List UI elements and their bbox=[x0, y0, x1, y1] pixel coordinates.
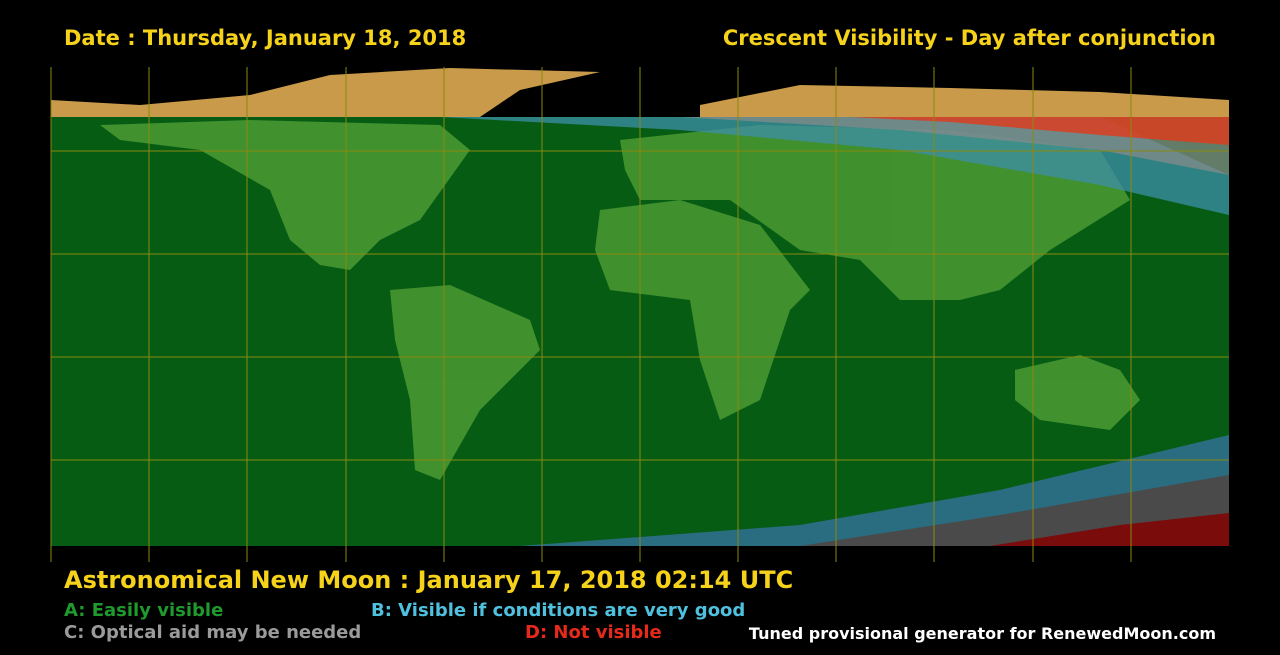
arctic-land bbox=[51, 68, 1229, 117]
date: Date : Thursday, January 18, 2018 bbox=[64, 26, 467, 50]
map-title: Crescent Visibility - Day after conjunct… bbox=[722, 26, 1216, 50]
graticule bbox=[50, 67, 1229, 562]
zone-d-north bbox=[850, 117, 1229, 145]
new-moon: Astronomical New Moon : January 17, 2018… bbox=[64, 566, 794, 594]
legend-item: C: Optical aid may be needed bbox=[64, 622, 362, 643]
legend-item: B: Visible if conditions are very good bbox=[371, 600, 746, 621]
legend-item: A: Easily visible bbox=[64, 600, 224, 621]
continents bbox=[100, 120, 1140, 480]
zone-d-south bbox=[990, 513, 1229, 546]
legend-item: D: Not visible bbox=[525, 622, 662, 643]
credit: Tuned provisional generator for RenewedM… bbox=[748, 624, 1216, 643]
